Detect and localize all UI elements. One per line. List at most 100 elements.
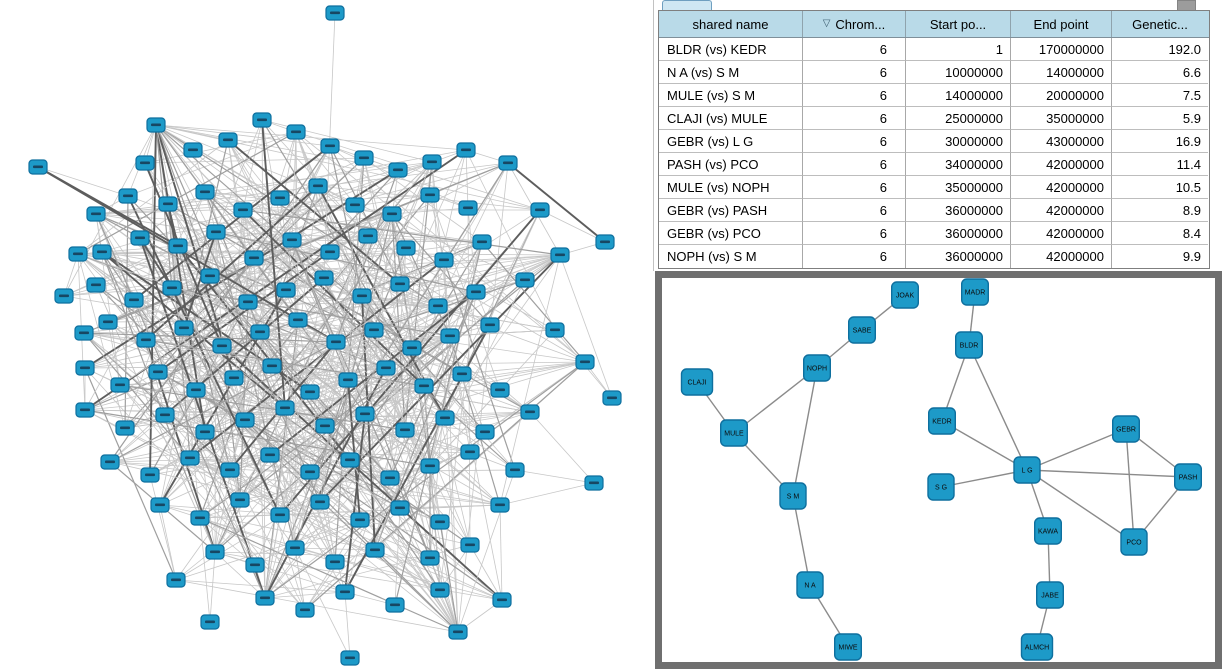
table-cell[interactable]: MULE (vs) S M	[659, 84, 803, 107]
network-node[interactable]	[162, 280, 182, 296]
network-node[interactable]	[130, 230, 150, 246]
network-node[interactable]	[350, 512, 370, 528]
table-cell[interactable]: GEBR (vs) PASH	[659, 199, 803, 222]
network-node[interactable]	[285, 540, 305, 556]
network-node[interactable]	[200, 268, 220, 284]
network-node[interactable]	[245, 557, 265, 573]
network-node[interactable]	[148, 364, 168, 380]
network-node[interactable]	[300, 464, 320, 480]
table-cell[interactable]: 5.9	[1112, 107, 1208, 130]
network-node[interactable]	[380, 470, 400, 486]
table-cell[interactable]: BLDR (vs) KEDR	[659, 38, 803, 61]
network-node[interactable]	[75, 360, 95, 376]
node-sg[interactable]: S G	[927, 473, 955, 501]
network-node[interactable]	[440, 328, 460, 344]
column-header-start-po---[interactable]: Start po...	[906, 11, 1011, 37]
column-header-end-point[interactable]: End point	[1011, 11, 1112, 37]
network-node[interactable]	[86, 277, 106, 293]
network-node[interactable]	[308, 178, 328, 194]
node-shape[interactable]	[927, 473, 955, 501]
network-node[interactable]	[205, 544, 225, 560]
network-node[interactable]	[86, 206, 106, 222]
network-node[interactable]	[282, 232, 302, 248]
network-node[interactable]	[420, 458, 440, 474]
node-shape[interactable]	[1112, 415, 1141, 443]
network-node[interactable]	[320, 244, 340, 260]
network-node[interactable]	[168, 238, 188, 254]
table-cell[interactable]: 35000000	[906, 176, 1011, 199]
table-cell[interactable]: 42000000	[1011, 199, 1112, 222]
network-node[interactable]	[262, 358, 282, 374]
node-pco[interactable]: PCO	[1120, 528, 1148, 556]
network-node[interactable]	[218, 132, 238, 148]
table-cell[interactable]: 11.4	[1112, 153, 1208, 176]
table-cell[interactable]: 7.5	[1112, 84, 1208, 107]
network-node[interactable]	[452, 366, 472, 382]
node-shape[interactable]	[796, 571, 824, 599]
network-node[interactable]	[595, 234, 615, 250]
node-shape[interactable]	[1036, 581, 1065, 609]
table-cell[interactable]: 10000000	[906, 61, 1011, 84]
node-na[interactable]: N A	[796, 571, 824, 599]
network-node[interactable]	[420, 550, 440, 566]
network-node[interactable]	[338, 372, 358, 388]
network-node[interactable]	[174, 320, 194, 336]
network-node[interactable]	[390, 500, 410, 516]
table-cell[interactable]: N A (vs) S M	[659, 61, 803, 84]
table-cell[interactable]: 42000000	[1011, 176, 1112, 199]
node-sm[interactable]: S M	[779, 482, 807, 510]
network-node[interactable]	[352, 288, 372, 304]
table-row[interactable]: GEBR (vs) L G 6 30000000 43000000 16.9	[659, 130, 1209, 153]
node-joak[interactable]: JOAK	[890, 281, 919, 309]
network-node[interactable]	[140, 467, 160, 483]
table-cell[interactable]: 6	[803, 176, 906, 199]
table-cell[interactable]: 36000000	[906, 199, 1011, 222]
network-node[interactable]	[314, 270, 334, 286]
node-shape[interactable]	[847, 316, 876, 344]
network-node[interactable]	[575, 354, 595, 370]
network-node[interactable]	[270, 507, 290, 523]
table-cell[interactable]: 6.6	[1112, 61, 1208, 84]
table-row[interactable]: N A (vs) S M 6 10000000 14000000 6.6	[659, 61, 1209, 84]
table-cell[interactable]: 42000000	[1011, 245, 1112, 268]
table-cell[interactable]: 192.0	[1112, 38, 1208, 61]
table-row[interactable]: BLDR (vs) KEDR 6 1 170000000 192.0	[659, 38, 1209, 61]
network-node[interactable]	[180, 450, 200, 466]
table-cell[interactable]: 6	[803, 199, 906, 222]
table-cell[interactable]: 6	[803, 222, 906, 245]
node-noph[interactable]: NOPH	[802, 354, 831, 382]
network-node[interactable]	[230, 492, 250, 508]
table-row[interactable]: NOPH (vs) S M 6 36000000 42000000 9.9	[659, 245, 1209, 268]
table-cell[interactable]: 6	[803, 84, 906, 107]
table-cell[interactable]: 30000000	[906, 130, 1011, 153]
network-node[interactable]	[458, 200, 478, 216]
network-node[interactable]	[584, 475, 604, 491]
network-node[interactable]	[150, 497, 170, 513]
node-shape[interactable]	[720, 419, 749, 447]
table-cell[interactable]: 36000000	[906, 245, 1011, 268]
node-bldr[interactable]: BLDR	[955, 331, 984, 359]
network-node[interactable]	[325, 554, 345, 570]
network-node[interactable]	[300, 384, 320, 400]
network-node[interactable]	[238, 294, 258, 310]
network-node[interactable]	[395, 422, 415, 438]
table-cell[interactable]: 25000000	[906, 107, 1011, 130]
node-shape[interactable]	[1020, 633, 1054, 661]
network-node[interactable]	[252, 112, 272, 128]
node-shape[interactable]	[955, 331, 984, 359]
table-cell[interactable]: 1	[906, 38, 1011, 61]
node-shape[interactable]	[1120, 528, 1148, 556]
column-header-genetic---[interactable]: Genetic...	[1112, 11, 1208, 37]
network-node[interactable]	[92, 244, 112, 260]
network-node[interactable]	[260, 447, 280, 463]
network-node[interactable]	[340, 452, 360, 468]
network-node[interactable]	[390, 276, 410, 292]
network-node[interactable]	[74, 325, 94, 341]
network-node[interactable]	[190, 510, 210, 526]
network-node[interactable]	[434, 252, 454, 268]
network-node[interactable]	[276, 282, 296, 298]
node-kedr[interactable]: KEDR	[928, 407, 957, 435]
table-cell[interactable]: 20000000	[1011, 84, 1112, 107]
network-node[interactable]	[186, 382, 206, 398]
network-node[interactable]	[224, 370, 244, 386]
